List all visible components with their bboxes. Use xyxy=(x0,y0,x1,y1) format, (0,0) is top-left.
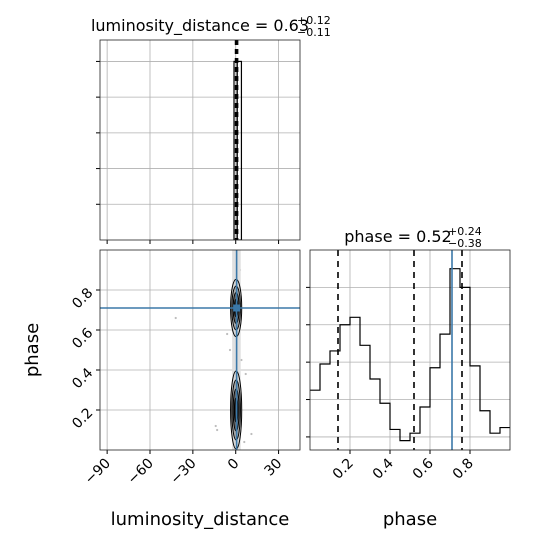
x-tick-label-luminosity-distance: −60 xyxy=(125,456,157,488)
joint-2d-panel xyxy=(100,250,300,450)
phase-title: phase = 0.52 xyxy=(344,227,451,246)
y-tick-label-phase: 0.4 xyxy=(69,365,96,392)
x-tick-label-phase: 0.6 xyxy=(410,455,437,482)
phase-title-name: phase xyxy=(344,227,392,246)
x-tick-label-phase: 0.2 xyxy=(330,456,357,483)
ld-title-minus: −0.11 xyxy=(297,26,331,39)
y-tick-label-phase: 0.6 xyxy=(69,325,96,352)
joint-sample-point xyxy=(244,372,247,376)
phase-hist-step xyxy=(310,268,510,442)
ld-title-name: luminosity_distance xyxy=(91,16,250,36)
joint-sample-point xyxy=(226,332,229,336)
y-label-phase: phase xyxy=(22,323,43,377)
joint-sample-point xyxy=(214,424,217,428)
x-tick-label-luminosity-distance: 0 xyxy=(225,456,243,474)
x-label-luminosity-distance: luminosity_distance xyxy=(111,509,290,530)
joint-sample-point xyxy=(240,358,243,362)
ld-title-plus: +0.12 xyxy=(297,14,331,27)
x-label-phase: phase xyxy=(383,509,437,530)
ld-title-value: 0.63 xyxy=(273,16,309,35)
joint-sample-point xyxy=(174,316,177,320)
phase-title-minus: −0.38 xyxy=(448,237,482,250)
x-tick-label-luminosity-distance: −90 xyxy=(82,456,114,488)
ld-hist-panel xyxy=(100,40,300,240)
x-tick-label-luminosity-distance: 30 xyxy=(261,456,285,480)
ld-title: luminosity_distance = 0.63 xyxy=(91,16,309,36)
joint-truth-marker xyxy=(233,304,241,312)
x-tick-label-phase: 0.4 xyxy=(370,455,397,482)
y-tick-label-phase: 0.2 xyxy=(69,405,96,432)
x-tick-label-luminosity-distance: −30 xyxy=(167,456,199,488)
joint-sample-point xyxy=(228,348,232,352)
y-tick-label-phase: 0.8 xyxy=(69,285,96,312)
x-tick-label-phase: 0.8 xyxy=(450,456,477,483)
phase-title-value: 0.52 xyxy=(416,227,452,246)
phase-hist-panel xyxy=(310,250,510,450)
joint-sample-point xyxy=(250,432,253,436)
joint-sample-point xyxy=(243,440,246,444)
joint-sample-point xyxy=(216,428,219,432)
phase-title-plus: +0.24 xyxy=(448,225,482,238)
